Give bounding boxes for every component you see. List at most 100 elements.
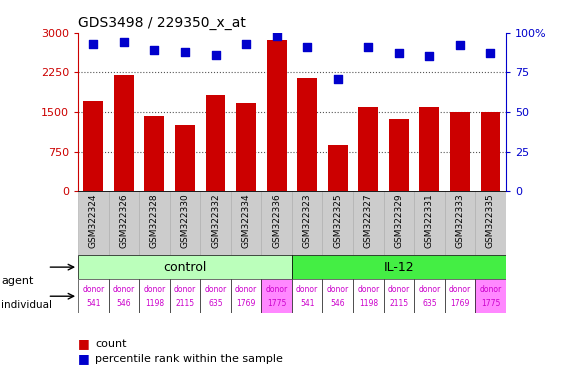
Bar	[389, 119, 409, 191]
Text: 2115: 2115	[175, 299, 195, 308]
Point	[242, 41, 251, 47]
Text: 1775: 1775	[481, 299, 500, 308]
Bar	[292, 191, 323, 255]
Bar	[358, 107, 378, 191]
Bar	[475, 191, 506, 255]
Text: donor: donor	[235, 285, 257, 294]
Bar	[261, 191, 292, 255]
Text: IL-12: IL-12	[384, 261, 414, 274]
Point	[394, 50, 403, 56]
Point	[333, 76, 342, 82]
Text: 541: 541	[300, 299, 314, 308]
Bar	[475, 280, 506, 313]
Bar	[139, 191, 170, 255]
Text: 1775: 1775	[267, 299, 286, 308]
Bar	[231, 191, 261, 255]
Bar	[83, 101, 103, 191]
Bar	[384, 191, 414, 255]
Text: individual: individual	[1, 300, 52, 310]
Text: GSM322323: GSM322323	[303, 193, 312, 248]
Bar	[297, 78, 317, 191]
Bar	[114, 75, 134, 191]
Text: donor: donor	[82, 285, 105, 294]
Bar	[414, 191, 444, 255]
Bar	[109, 280, 139, 313]
Text: donor: donor	[174, 285, 196, 294]
Text: GSM322333: GSM322333	[455, 193, 464, 248]
Text: GSM322326: GSM322326	[120, 193, 128, 248]
Text: GSM322330: GSM322330	[180, 193, 190, 248]
Text: 1769: 1769	[236, 299, 255, 308]
Point	[364, 44, 373, 50]
Text: GSM322335: GSM322335	[486, 193, 495, 248]
Point	[486, 50, 495, 56]
Bar	[384, 280, 414, 313]
Bar	[236, 103, 256, 191]
Text: 541: 541	[86, 299, 101, 308]
Text: donor: donor	[113, 285, 135, 294]
Text: 635: 635	[422, 299, 437, 308]
Text: control: control	[163, 261, 207, 274]
Point	[302, 44, 312, 50]
Bar	[200, 280, 231, 313]
Text: 1769: 1769	[450, 299, 469, 308]
Text: GSM322328: GSM322328	[150, 193, 159, 248]
Bar	[78, 280, 109, 313]
Text: GSM322324: GSM322324	[89, 193, 98, 248]
Text: ■: ■	[78, 337, 90, 350]
Bar	[231, 280, 261, 313]
Bar	[266, 40, 287, 191]
Text: donor: donor	[143, 285, 165, 294]
Bar	[170, 191, 200, 255]
Point	[150, 47, 159, 53]
Text: GSM322329: GSM322329	[394, 193, 403, 248]
Bar	[175, 125, 195, 191]
Bar	[328, 145, 347, 191]
Point	[211, 52, 220, 58]
Bar	[292, 255, 506, 280]
Bar	[444, 191, 475, 255]
Text: GSM322331: GSM322331	[425, 193, 434, 248]
Text: GSM322327: GSM322327	[364, 193, 373, 248]
Text: donor: donor	[449, 285, 471, 294]
Text: 546: 546	[117, 299, 131, 308]
Text: 2115: 2115	[389, 299, 409, 308]
Text: GSM322325: GSM322325	[334, 193, 342, 248]
Text: 1198: 1198	[145, 299, 164, 308]
Text: count: count	[95, 339, 127, 349]
Bar	[109, 191, 139, 255]
Bar	[353, 191, 384, 255]
Text: GSM322332: GSM322332	[211, 193, 220, 248]
Text: GDS3498 / 229350_x_at: GDS3498 / 229350_x_at	[78, 16, 246, 30]
Text: agent: agent	[1, 276, 34, 286]
Text: 546: 546	[331, 299, 345, 308]
Bar	[144, 116, 164, 191]
Text: 1198: 1198	[359, 299, 378, 308]
Text: GSM322334: GSM322334	[242, 193, 250, 248]
Bar	[450, 112, 470, 191]
Bar	[200, 191, 231, 255]
Text: ■: ■	[78, 353, 90, 366]
Bar	[414, 280, 444, 313]
Text: donor: donor	[296, 285, 318, 294]
Text: 635: 635	[208, 299, 223, 308]
Point	[119, 39, 128, 45]
Bar	[206, 95, 225, 191]
Bar	[323, 191, 353, 255]
Text: GSM322336: GSM322336	[272, 193, 281, 248]
Text: donor: donor	[388, 285, 410, 294]
Text: donor: donor	[357, 285, 379, 294]
Bar	[139, 280, 170, 313]
Bar	[480, 112, 501, 191]
Bar	[353, 280, 384, 313]
Point	[272, 33, 281, 39]
Point	[455, 42, 465, 48]
Bar	[261, 280, 292, 313]
Text: donor: donor	[479, 285, 502, 294]
Bar	[292, 280, 323, 313]
Text: percentile rank within the sample: percentile rank within the sample	[95, 354, 283, 364]
Point	[425, 53, 434, 60]
Text: donor: donor	[265, 285, 288, 294]
Bar	[170, 280, 200, 313]
Bar	[444, 280, 475, 313]
